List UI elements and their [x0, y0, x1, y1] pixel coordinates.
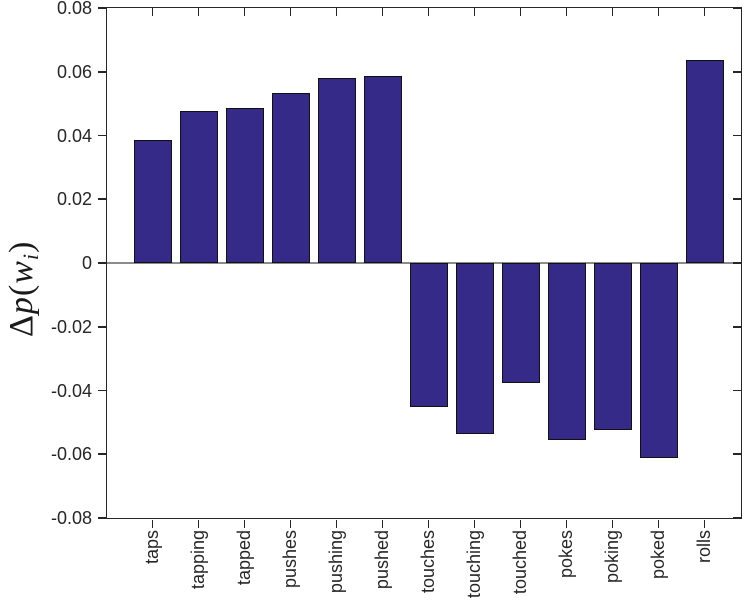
x-tick-label-poked: poked	[647, 530, 668, 580]
y-tick-mark	[97, 262, 106, 264]
x-tick-mark	[197, 519, 200, 528]
bar-poking	[593, 263, 632, 431]
x-tick-label-touches: touches	[417, 530, 438, 594]
y-tick-mark-right	[733, 134, 741, 137]
x-tick-mark-top	[289, 8, 292, 16]
y-axis-label-part: p	[3, 296, 40, 315]
y-tick-label: 0.04	[56, 125, 92, 146]
x-tick-mark-top	[473, 8, 476, 16]
x-tick-mark	[335, 519, 338, 528]
x-tick-mark-top	[243, 8, 246, 16]
x-tick-mark-top	[151, 8, 154, 16]
x-tick-mark-top	[335, 8, 338, 16]
y-tick-mark-right	[733, 517, 741, 519]
bar-touching	[455, 263, 494, 435]
x-tick-mark-top	[565, 8, 568, 16]
y-axis-label-part: (	[3, 283, 40, 297]
y-tick-label: 0.02	[56, 189, 92, 210]
y-tick-label: 0.08	[56, 0, 92, 18]
x-tick-mark-top	[519, 8, 522, 16]
bar-pushes	[271, 93, 310, 263]
bar-taps	[133, 139, 172, 263]
x-tick-mark	[473, 519, 476, 528]
y-tick-label: -0.08	[50, 508, 92, 528]
x-tick-mark	[519, 519, 522, 528]
y-tick-mark-right	[733, 7, 741, 9]
x-tick-mark	[611, 519, 614, 528]
y-tick-mark-right	[733, 325, 741, 328]
x-tick-label-pushing: pushing	[325, 530, 346, 594]
x-tick-mark	[703, 519, 706, 528]
x-tick-mark-top	[197, 8, 200, 16]
y-tick-mark	[97, 325, 106, 328]
y-tick-mark	[97, 134, 106, 137]
x-tick-label-pushed: pushed	[371, 530, 392, 590]
y-tick-mark-right	[733, 453, 741, 456]
y-tick-mark	[97, 517, 106, 519]
x-tick-mark-top	[381, 8, 384, 16]
x-tick-label-pokes: pokes	[555, 530, 576, 579]
x-tick-label-taps: taps	[141, 530, 162, 565]
bar-poked	[639, 263, 678, 458]
y-tick-mark	[97, 70, 106, 73]
y-tick-label: -0.06	[50, 444, 92, 465]
y-tick-mark-right	[733, 262, 741, 264]
bar-tapped	[225, 108, 264, 263]
y-tick-mark	[97, 389, 106, 392]
y-tick-label: -0.04	[50, 380, 92, 401]
y-tick-mark-right	[733, 70, 741, 73]
x-tick-label-touching: touching	[463, 530, 484, 599]
bar-pushed	[363, 75, 402, 263]
bar-pushing	[317, 78, 356, 263]
x-tick-mark-top	[427, 8, 430, 16]
y-tick-label: -0.02	[50, 316, 92, 337]
y-tick-mark-right	[733, 389, 741, 392]
x-tick-mark	[151, 519, 154, 528]
y-tick-mark-right	[733, 198, 741, 201]
bar-touched	[501, 263, 540, 384]
y-tick-mark	[97, 453, 106, 456]
x-tick-label-tapped: tapped	[233, 530, 254, 586]
bar-tapping	[179, 110, 218, 263]
x-tick-label-pushes: pushes	[279, 530, 300, 589]
x-tick-mark	[657, 519, 660, 528]
x-tick-mark-top	[703, 8, 706, 16]
x-tick-label-rolls: rolls	[693, 530, 714, 564]
x-tick-mark	[427, 519, 430, 528]
x-tick-mark-top	[657, 8, 660, 16]
x-tick-mark	[289, 519, 292, 528]
x-tick-mark	[565, 519, 568, 528]
x-tick-label-touched: touched	[509, 530, 530, 595]
x-tick-mark	[381, 519, 384, 528]
y-tick-label: 0	[81, 253, 92, 273]
bar-pokes	[547, 263, 586, 440]
x-tick-mark	[243, 519, 246, 528]
y-tick-label: 0.06	[56, 61, 92, 82]
y-tick-mark	[97, 7, 106, 9]
x-tick-label-tapping: tapping	[187, 530, 208, 590]
bar-rolls	[685, 59, 724, 263]
x-tick-label-poking: poking	[601, 530, 622, 584]
x-tick-mark-top	[611, 8, 614, 16]
bar-touches	[409, 263, 448, 407]
y-tick-mark	[97, 198, 106, 201]
